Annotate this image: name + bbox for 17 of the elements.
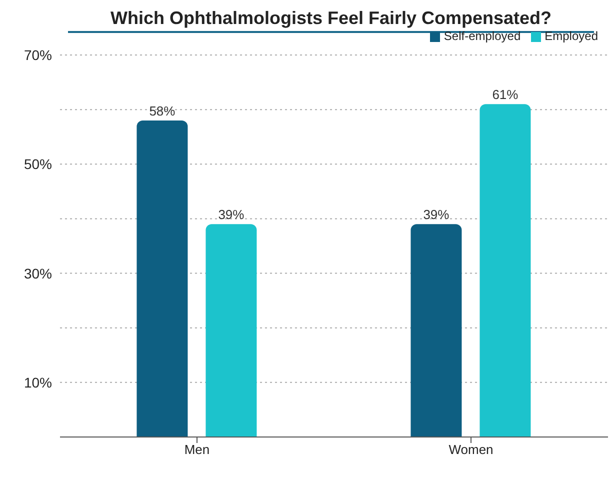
chart-title: Which Ophthalmologists Feel Fairly Compensated? <box>110 8 552 28</box>
bar <box>410 224 462 437</box>
data-label: 61% <box>492 87 519 102</box>
data-label: 39% <box>423 207 450 222</box>
y-tick-label: 50% <box>24 156 52 172</box>
x-tick-label: Women <box>448 442 494 458</box>
bar <box>480 104 531 437</box>
bar <box>136 120 188 437</box>
y-tick-label: 70% <box>24 46 52 63</box>
x-tick-label: Men <box>184 442 210 458</box>
y-tick-label: 30% <box>24 265 52 282</box>
legend-label: Employed <box>544 29 598 43</box>
y-tick-label: 10% <box>24 374 52 390</box>
legend-label: Self-employed <box>444 29 521 43</box>
data-label: 39% <box>218 207 245 222</box>
bar <box>206 224 257 437</box>
data-label: 58% <box>149 103 176 118</box>
